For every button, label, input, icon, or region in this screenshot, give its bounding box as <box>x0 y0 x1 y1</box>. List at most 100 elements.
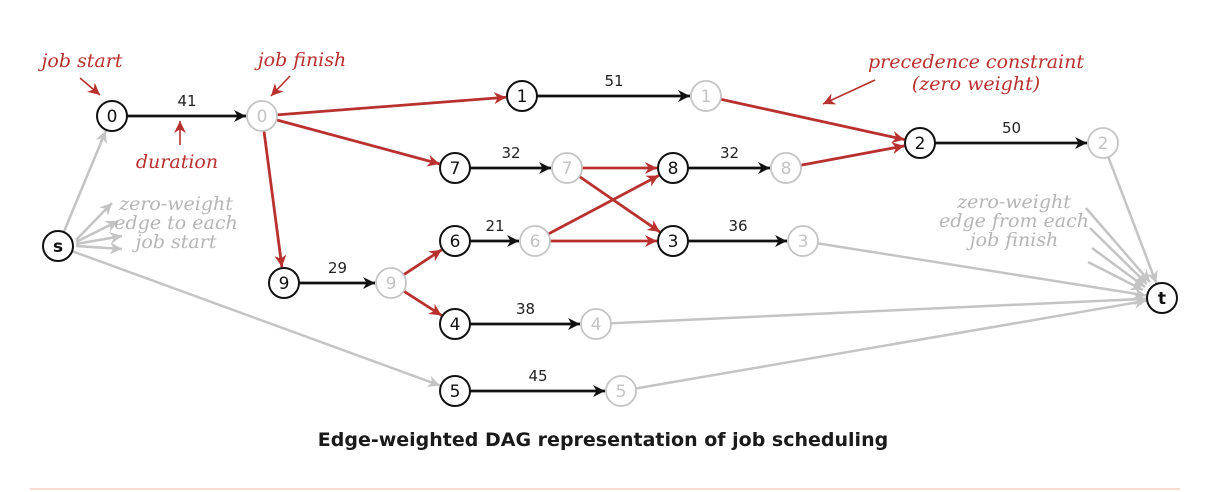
node-label: s <box>53 237 63 257</box>
node-label: t <box>1158 289 1166 309</box>
job-finish-pointer <box>270 75 291 97</box>
zero-weight-start-line2: edge to each <box>114 212 237 234</box>
node-label: 3 <box>668 232 679 252</box>
node-circle <box>439 225 471 257</box>
node-2s: 2 <box>904 127 936 159</box>
node-7f: 7 <box>551 152 583 184</box>
duration-label: duration <box>136 151 218 173</box>
zero-weight-finish-line2: edge from each <box>939 210 1089 232</box>
node-1s: 1 <box>506 80 538 112</box>
edge-weight-label: 32 <box>720 144 739 162</box>
nodes-layer: st0 01 12 27 7 8 86 6 3 39 94 45 5 <box>42 80 1178 407</box>
zero-weight-start-arrow <box>75 219 119 244</box>
zero-weight-finish-line3: job finish <box>966 229 1059 251</box>
edge-s-0s <box>62 130 108 233</box>
node-circle <box>42 230 74 262</box>
node-1f: 1 <box>690 80 722 112</box>
edge-8f-2s <box>800 142 905 167</box>
edge-weight-label: 32 <box>501 144 520 162</box>
node-label: 6 <box>530 232 541 252</box>
node-circle <box>439 375 471 407</box>
edge-weight-label: 45 <box>528 367 547 385</box>
node-label: 4 <box>450 315 461 335</box>
node-label: 9 <box>386 274 397 294</box>
node-circle <box>1087 127 1119 159</box>
bottom-rule <box>30 488 1180 490</box>
node-label: 5 <box>450 382 461 402</box>
node-circle <box>439 152 471 184</box>
node-0f: 0 <box>246 100 278 132</box>
node-label: 3 <box>798 232 809 252</box>
node-circle <box>904 127 936 159</box>
node-label: 7 <box>562 159 573 179</box>
zero-weight-start-arrow <box>75 232 123 246</box>
edge-0f-1s <box>276 92 507 117</box>
node-0s: 0 <box>96 100 128 132</box>
edge-6f-8s <box>547 174 660 236</box>
node-label: 5 <box>616 382 627 402</box>
annotations: job start job finish duration precedence… <box>38 49 1089 253</box>
node-label: 4 <box>591 315 602 335</box>
node-label: 8 <box>781 159 792 179</box>
edge-0f-9s <box>262 130 287 268</box>
node-circle <box>96 100 128 132</box>
node-label: 0 <box>257 107 268 127</box>
edges-layer <box>62 90 1158 397</box>
annotation-arrows <box>75 75 1151 292</box>
node-t: t <box>1146 282 1178 314</box>
edge-weight-label: 21 <box>485 217 504 235</box>
node-label: 1 <box>517 87 528 107</box>
node-circle <box>605 375 637 407</box>
node-circle <box>375 267 407 299</box>
edge-weight-label: 50 <box>1002 119 1021 137</box>
precedence-label-line2: (zero weight) <box>912 73 1040 95</box>
edge-weight-label: 38 <box>516 300 535 318</box>
node-circle <box>246 100 278 132</box>
node-2f: 2 <box>1087 127 1119 159</box>
node-circle <box>268 267 300 299</box>
zero-weight-finish-arrow <box>1085 207 1151 283</box>
node-circle <box>519 225 551 257</box>
job-start-pointer <box>79 77 101 96</box>
node-circle <box>657 152 689 184</box>
job-finish-label: job finish <box>254 49 347 71</box>
node-label: 6 <box>450 232 461 252</box>
node-6s: 6 <box>439 225 471 257</box>
zero-weight-start-arrow <box>75 202 113 241</box>
edge-weight-label: 29 <box>328 259 347 277</box>
node-circle <box>770 152 802 184</box>
zero-weight-start-line3: job start <box>132 231 217 253</box>
edge-3f-t <box>817 242 1147 300</box>
edge-9f-4s <box>402 289 443 317</box>
node-circle <box>580 308 612 340</box>
edge-5f-t <box>635 296 1147 390</box>
edge-9f-6s <box>402 248 443 276</box>
node-circle <box>657 225 689 257</box>
node-label: 2 <box>1098 134 1109 154</box>
node-5s: 5 <box>439 375 471 407</box>
edge-2f-t <box>1107 156 1158 284</box>
edge-7f-3s <box>578 175 661 234</box>
node-label: 7 <box>450 159 461 179</box>
node-circle <box>439 308 471 340</box>
node-9s: 9 <box>268 267 300 299</box>
node-circle <box>1146 282 1178 314</box>
node-circle <box>787 225 819 257</box>
edge-s-5s <box>71 249 441 388</box>
node-circle <box>506 80 538 112</box>
node-3s: 3 <box>657 225 689 257</box>
node-4s: 4 <box>439 308 471 340</box>
edge-1f-2s <box>720 97 905 143</box>
node-8f: 8 <box>770 152 802 184</box>
zero-weight-finish-arrow <box>1089 227 1148 285</box>
node-label: 1 <box>701 87 712 107</box>
zero-weight-start-line1: zero-weight <box>118 193 233 215</box>
edge-weight-label: 41 <box>177 92 196 110</box>
node-3f: 3 <box>787 225 819 257</box>
job-start-label: job start <box>38 50 123 72</box>
edge-weight-label: 36 <box>728 217 747 235</box>
zero-weight-start-arrow <box>75 242 123 255</box>
node-label: 0 <box>107 107 118 127</box>
node-s: s <box>42 230 74 262</box>
edge-0f-7s <box>276 118 440 167</box>
